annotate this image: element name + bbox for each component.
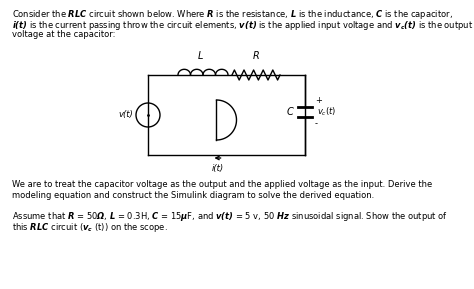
Text: R: R <box>253 51 259 61</box>
Text: We are to treat the capacitor voltage as the output and the applied voltage as t: We are to treat the capacitor voltage as… <box>12 180 432 189</box>
Text: modeling equation and construct the Simulink diagram to solve the derived equati: modeling equation and construct the Simu… <box>12 191 374 200</box>
Text: i(t): i(t) <box>211 164 224 173</box>
Text: $\bfit{i(t)}$ is the current passing throw the circuit elements, $\bfit{v(t)}$ i: $\bfit{i(t)}$ is the current passing thr… <box>12 19 473 32</box>
Text: Assume that $\bfit{R}$ = 50$\bfit{\Omega}$, $\bfit{L}$ = 0.3H, $\bfit{C}$ = 15$\: Assume that $\bfit{R}$ = 50$\bfit{\Omega… <box>12 210 448 223</box>
Text: +: + <box>315 96 322 105</box>
Text: Consider the $\bfit{RLC}$ circuit shown below. Where $\bfit{R}$ is the resistanc: Consider the $\bfit{RLC}$ circuit shown … <box>12 8 453 21</box>
Text: this $\bfit{RLC}$ circuit ($\bfit{v_c}$ (t)) on the scope.: this $\bfit{RLC}$ circuit ($\bfit{v_c}$ … <box>12 221 168 234</box>
Text: -: - <box>315 119 318 128</box>
Text: voltage at the capacitor:: voltage at the capacitor: <box>12 30 115 39</box>
Text: v(t): v(t) <box>118 110 133 119</box>
Text: L: L <box>197 51 203 61</box>
Text: C: C <box>286 107 293 117</box>
Text: $v_c(t)$: $v_c(t)$ <box>317 106 337 118</box>
